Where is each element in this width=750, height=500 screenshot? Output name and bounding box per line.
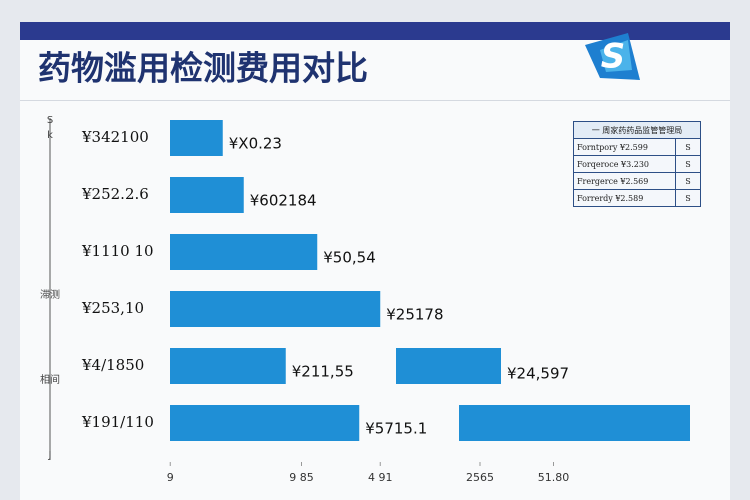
bar: [170, 234, 318, 270]
bar: [170, 405, 360, 441]
float-label: ¥24,597: [507, 365, 569, 383]
legend-row: Frergerce ¥2.569 S: [573, 172, 701, 190]
axis-note: 相间: [40, 373, 60, 386]
bar: [170, 177, 244, 213]
x-tick-label: 9: [167, 471, 174, 484]
divider: [20, 100, 730, 101]
legend-cell: S: [675, 138, 701, 156]
float-bar: [459, 405, 690, 441]
legend-header: 一 周家药药品监管管理局: [573, 121, 701, 139]
x-tick-label: 9 85: [289, 471, 314, 484]
legend-cell: S: [675, 172, 701, 190]
axis-note: J: [48, 450, 52, 461]
axis-note: S: [47, 115, 53, 126]
legend-cell: Forqeroce ¥3.230: [573, 155, 676, 173]
y-tick-label: ¥4/1850: [81, 356, 144, 374]
legend-cell: Frergerce ¥2.569: [573, 172, 676, 190]
y-tick-label: ¥1110 10: [81, 242, 154, 260]
value-label: ¥602184: [250, 192, 317, 210]
legend-row: Forrerdy ¥2.589 S: [573, 189, 701, 207]
legend-cell: S: [675, 155, 701, 173]
legend-row: Forntpory ¥2.599 S: [573, 138, 701, 156]
bar: [170, 348, 286, 384]
chart-title: 药物滥用检测费用对比: [38, 49, 368, 88]
value-label: ¥50,54: [323, 249, 376, 267]
value-label: ¥211,55: [292, 363, 354, 381]
y-tick-label: ¥252.2.6: [81, 185, 149, 203]
legend-cell: Forntpory ¥2.599: [573, 138, 676, 156]
legend-cell: Forrerdy ¥2.589: [573, 189, 676, 207]
value-label: ¥25178: [386, 306, 443, 324]
x-tick-label: 51.80: [538, 471, 570, 484]
axis-note: 滞测: [40, 288, 60, 301]
logo-text: S: [601, 37, 626, 77]
y-tick-label: ¥253,10: [81, 299, 144, 317]
float-bar: [396, 348, 501, 384]
legend-row: Forqeroce ¥3.230 S: [573, 155, 701, 173]
axis-note: k: [47, 130, 53, 141]
logo: S: [585, 33, 640, 80]
bar: [170, 120, 223, 156]
legend-cell: S: [675, 189, 701, 207]
bar: [170, 291, 381, 327]
x-tick-label: 2565: [466, 471, 494, 484]
legend-table: 一 周家药药品监管管理局 Forntpory ¥2.599 S Forqeroce …: [573, 121, 701, 207]
x-tick-label: 4 91: [368, 471, 393, 484]
y-tick-label: ¥191/110: [81, 413, 154, 431]
value-label: ¥5715.1: [365, 420, 427, 438]
header-strip: [20, 22, 730, 40]
y-tick-label: ¥342100: [81, 128, 149, 146]
value-label: ¥X0.23: [229, 135, 282, 153]
